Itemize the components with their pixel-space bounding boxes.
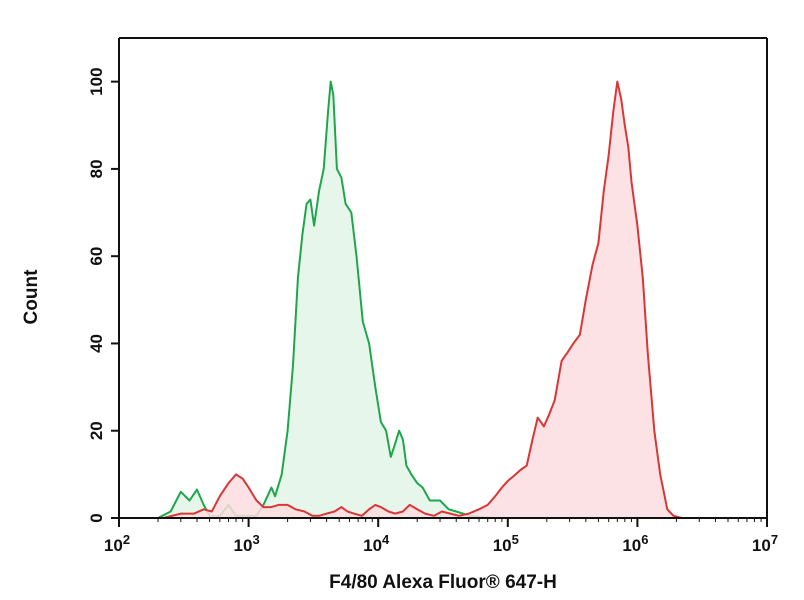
y-tick-label: 100 — [87, 67, 106, 95]
y-tick-label: 60 — [87, 247, 106, 266]
y-tick-label: 20 — [87, 421, 106, 440]
x-tick-label: 104 — [363, 532, 390, 555]
y-tick-group: 0 20 40 60 80 100 — [87, 67, 119, 523]
x-tick-exponent: 5 — [512, 532, 519, 547]
x-tick-base: 10 — [234, 536, 253, 555]
x-tick-exponent: 3 — [252, 532, 259, 547]
series-layer — [157, 80, 683, 519]
x-tick-group: 102 103 104 105 106 107 — [104, 518, 778, 555]
x-tick-base: 10 — [363, 536, 382, 555]
x-tick-base: 10 — [104, 536, 123, 555]
y-tick-label: 80 — [87, 159, 106, 178]
x-axis-title: F4/80 Alexa Fluor® 647-H — [329, 572, 557, 593]
y-tick-label: 40 — [87, 334, 106, 353]
x-tick-label: 107 — [752, 532, 778, 555]
y-tick-label: 0 — [87, 513, 106, 522]
series-2-area — [163, 81, 682, 518]
plot-frame — [118, 37, 768, 519]
x-tick-label: 102 — [104, 532, 130, 555]
x-tick-label: 106 — [622, 532, 648, 555]
x-tick-label: 105 — [493, 532, 519, 555]
series-2-line — [163, 80, 683, 519]
x-tick-base: 10 — [622, 536, 641, 555]
x-tick-label: 103 — [234, 532, 260, 555]
series-1-area — [158, 81, 492, 518]
x-tick-exponent: 6 — [641, 532, 648, 547]
x-tick-exponent: 7 — [771, 532, 778, 547]
x-tick-base: 10 — [752, 536, 771, 555]
x-tick-exponent: 2 — [123, 532, 130, 547]
x-tick-base: 10 — [493, 536, 512, 555]
y-axis-title: Count — [21, 269, 42, 325]
x-tick-exponent: 4 — [382, 532, 390, 547]
